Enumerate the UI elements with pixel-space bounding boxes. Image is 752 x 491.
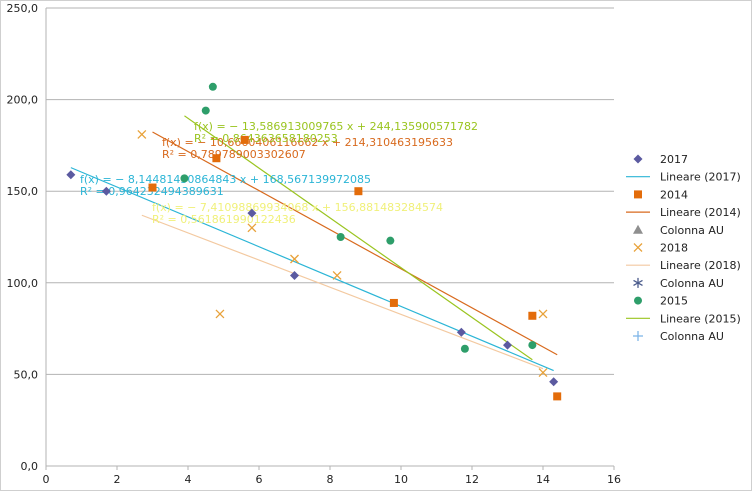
data-point	[386, 236, 395, 245]
data-point-stroke	[633, 243, 643, 252]
y-tick-label: 150,0	[7, 185, 39, 198]
trendline-equation: f(x) = − 8,14481430864843 x + 168,567139…	[80, 173, 371, 186]
legend-label: Colonna AU	[660, 277, 724, 290]
data-point	[538, 309, 548, 319]
data-point	[389, 298, 398, 307]
legend-label: 2015	[660, 295, 688, 308]
y-tick-label: 100,0	[7, 277, 39, 290]
trendlines	[70, 115, 558, 372]
data-point	[549, 377, 559, 387]
data-point-stroke	[247, 223, 257, 233]
data-point	[528, 311, 537, 320]
legend-label: 2018	[660, 242, 688, 255]
data-point	[336, 233, 345, 241]
data-point	[137, 129, 147, 139]
data-point-stroke	[538, 309, 548, 319]
data-point	[503, 340, 512, 350]
data-point	[240, 135, 249, 144]
legend-label: 2014	[660, 188, 688, 201]
y-tick-label: 250,0	[7, 2, 39, 15]
trendline-equation: f(x) = − 7,41098869934068 x + 156,881483…	[152, 201, 443, 214]
x-tick-label: 12	[465, 473, 479, 486]
legend-marker-swatch	[633, 331, 643, 341]
trendline-r2: R² = 0,864363658180253	[194, 132, 338, 145]
legend-label: Lineare (2017)	[660, 171, 741, 184]
y-tick-label: 50,0	[14, 368, 39, 381]
legend-marker-swatch	[633, 277, 643, 288]
x-tick-label: 8	[327, 473, 334, 486]
x-tick-label: 4	[185, 473, 192, 486]
x-tick-label: 16	[607, 473, 621, 486]
legend-marker-swatch	[634, 296, 642, 305]
data-point	[208, 82, 217, 91]
data-point	[212, 154, 221, 163]
x-tick-label: 0	[43, 473, 50, 486]
trendline-r2: R² = 0,789789003302607	[162, 148, 306, 161]
data-point	[201, 106, 210, 115]
data-point	[456, 327, 466, 337]
legend-marker-swatch	[633, 243, 643, 252]
data-point-stroke	[538, 368, 548, 378]
trendline	[184, 115, 533, 361]
legend-label: Lineare (2014)	[660, 206, 741, 219]
y-axis-ticks: 0,0 50,0 100,0 150,0 200,0 250,0	[7, 2, 39, 473]
legend: 2017 Lineare (2017) 2014 Lineare (2014) Colo…	[626, 153, 741, 343]
gridlines	[45, 7, 614, 467]
legend-marker-swatch	[634, 190, 642, 199]
data-point-stroke	[633, 279, 643, 286]
data-point	[101, 186, 111, 196]
data-point	[290, 270, 299, 280]
data-point	[247, 208, 257, 218]
trendline-equations: f(x) = − 8,14481430864843 x + 168,567139…	[80, 120, 478, 226]
data-point-stroke	[137, 129, 147, 139]
legend-label: Colonna AU	[660, 224, 724, 237]
data-point	[148, 183, 157, 192]
legend-label: Lineare (2015)	[660, 312, 741, 325]
data-point	[538, 368, 548, 378]
data-points	[66, 82, 562, 401]
legend-label: 2017	[660, 153, 688, 166]
x-axis-ticks: 0 2 4 6 8 10 12 14 16	[43, 466, 621, 486]
data-point	[354, 187, 363, 196]
x-tick-label: 10	[394, 473, 408, 486]
x-tick-label: 2	[114, 473, 121, 486]
legend-marker-swatch	[633, 224, 643, 234]
trendline-equation: f(x) = − 10,6660406116662 x + 214,310463…	[162, 136, 453, 149]
data-point	[215, 309, 225, 319]
trendline-equation: f(x) = − 13,586913009765 x + 244,1359005…	[194, 120, 478, 133]
data-point	[528, 341, 537, 350]
y-tick-label: 200,0	[7, 94, 39, 107]
data-point	[553, 392, 562, 401]
trendline	[141, 214, 544, 370]
x-tick-label: 6	[256, 473, 263, 486]
data-point	[180, 174, 189, 183]
x-tick-label: 14	[536, 473, 550, 486]
y-tick-label: 0,0	[21, 460, 39, 473]
legend-label: Colonna AU	[660, 330, 724, 343]
data-point-stroke	[332, 271, 342, 280]
data-point	[332, 271, 342, 280]
data-point	[290, 254, 299, 264]
data-point-stroke	[290, 254, 299, 264]
trendline	[70, 167, 554, 372]
trendline-r2: R² = 0,561861990122436	[152, 213, 296, 226]
data-point	[460, 344, 469, 353]
data-point-stroke	[215, 309, 225, 319]
legend-label: Lineare (2018)	[660, 259, 741, 272]
data-point	[247, 223, 257, 233]
legend-marker-swatch	[633, 154, 643, 164]
trendline	[152, 131, 558, 356]
data-point	[66, 170, 76, 180]
